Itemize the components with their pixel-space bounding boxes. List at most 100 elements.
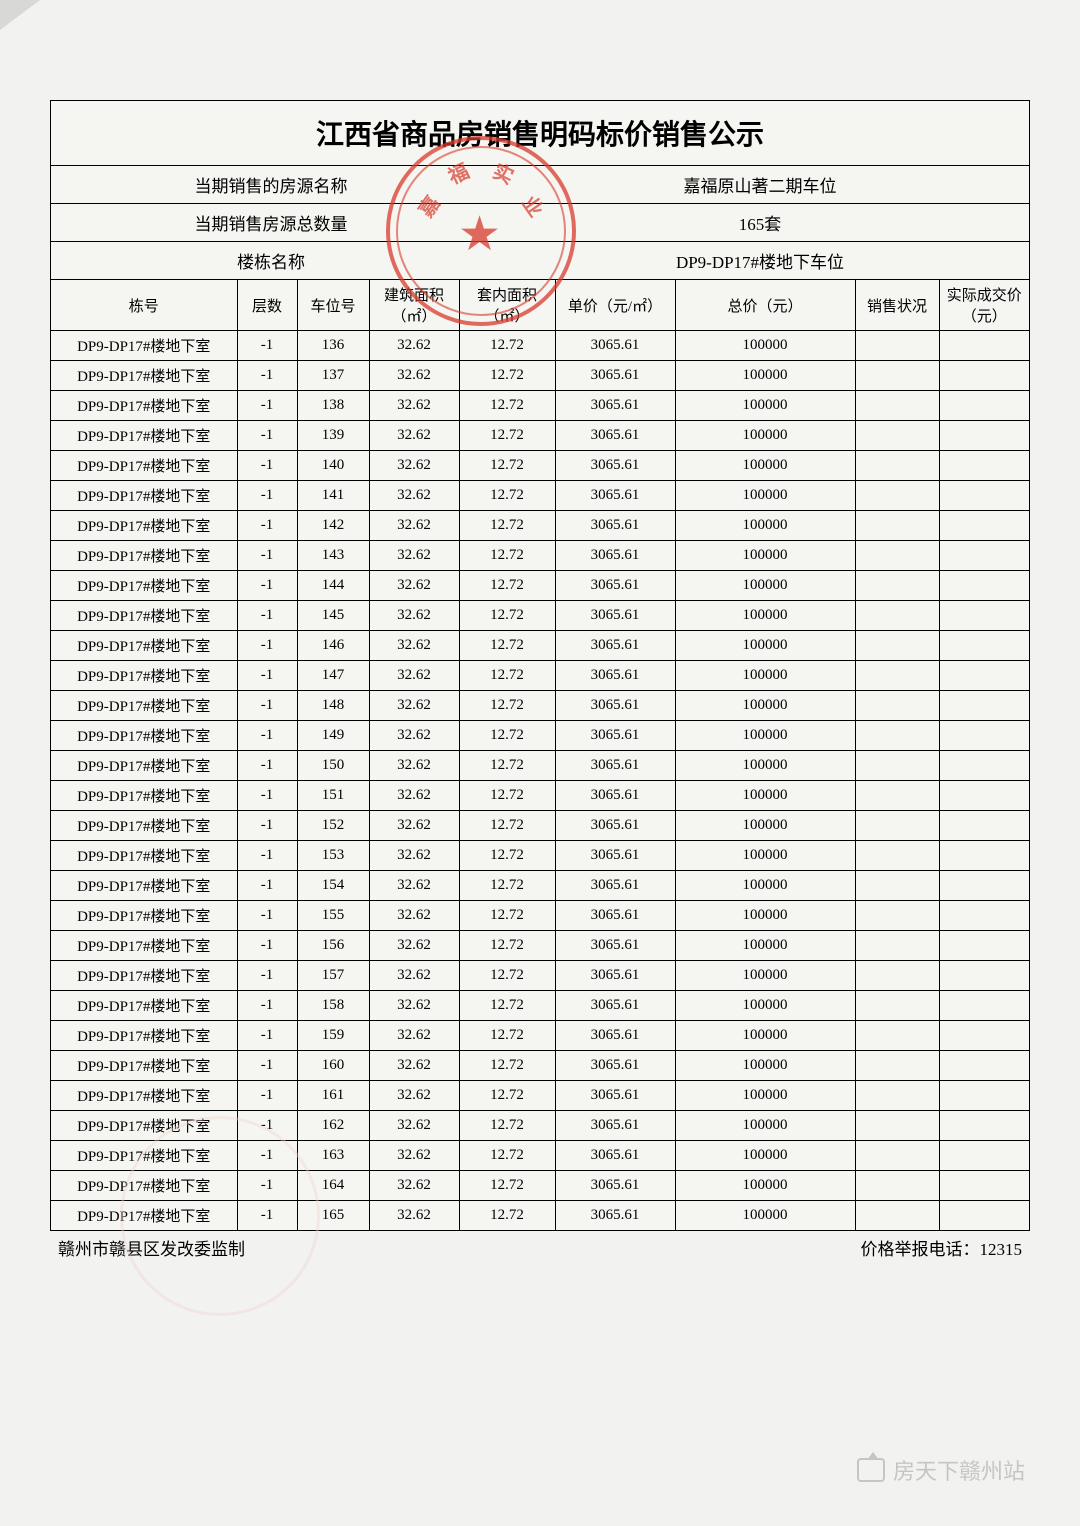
cell-inner-area: 12.72 (459, 421, 555, 451)
cell-total-price: 100000 (675, 1141, 855, 1171)
cell-status (855, 421, 939, 451)
cell-building: DP9-DP17#楼地下室 (51, 331, 237, 361)
cell-unit-price: 3065.61 (555, 511, 675, 541)
cell-total-price: 100000 (675, 961, 855, 991)
cell-parking-no: 163 (297, 1141, 369, 1171)
cell-floor: -1 (237, 391, 297, 421)
cell-total-price: 100000 (675, 931, 855, 961)
cell-inner-area: 12.72 (459, 991, 555, 1021)
cell-floor: -1 (237, 841, 297, 871)
cell-building: DP9-DP17#楼地下室 (51, 841, 237, 871)
cell-floor: -1 (237, 781, 297, 811)
table-row: DP9-DP17#楼地下室-115932.6212.723065.6110000… (51, 1021, 1029, 1051)
cell-inner-area: 12.72 (459, 1171, 555, 1201)
cell-building: DP9-DP17#楼地下室 (51, 751, 237, 781)
table-row: DP9-DP17#楼地下室-115332.6212.723065.6110000… (51, 841, 1029, 871)
cell-building: DP9-DP17#楼地下室 (51, 1051, 237, 1081)
cell-total-price: 100000 (675, 691, 855, 721)
cell-unit-price: 3065.61 (555, 691, 675, 721)
cell-total-price: 100000 (675, 601, 855, 631)
cell-inner-area: 12.72 (459, 961, 555, 991)
table-row: DP9-DP17#楼地下室-115832.6212.723065.6110000… (51, 991, 1029, 1021)
cell-building: DP9-DP17#楼地下室 (51, 511, 237, 541)
cell-total-price: 100000 (675, 1111, 855, 1141)
cell-total-price: 100000 (675, 481, 855, 511)
cell-unit-price: 3065.61 (555, 751, 675, 781)
cell-total-price: 100000 (675, 751, 855, 781)
cell-build-area: 32.62 (369, 1141, 459, 1171)
cell-floor: -1 (237, 721, 297, 751)
cell-actual-price (939, 781, 1029, 811)
cell-parking-no: 150 (297, 751, 369, 781)
cell-status (855, 1081, 939, 1111)
cell-unit-price: 3065.61 (555, 661, 675, 691)
cell-unit-price: 3065.61 (555, 961, 675, 991)
cell-unit-price: 3065.61 (555, 1171, 675, 1201)
cell-inner-area: 12.72 (459, 1051, 555, 1081)
cell-total-price: 100000 (675, 841, 855, 871)
table-row: DP9-DP17#楼地下室-114432.6212.723065.6110000… (51, 571, 1029, 601)
col-status: 销售状况 (855, 280, 939, 331)
cell-actual-price (939, 631, 1029, 661)
cell-unit-price: 3065.61 (555, 721, 675, 751)
cell-unit-price: 3065.61 (555, 781, 675, 811)
cell-unit-price: 3065.61 (555, 601, 675, 631)
cell-building: DP9-DP17#楼地下室 (51, 811, 237, 841)
cell-actual-price (939, 1141, 1029, 1171)
cell-total-price: 100000 (675, 1201, 855, 1231)
cell-unit-price: 3065.61 (555, 1081, 675, 1111)
col-unit-price: 单价（元/㎡） (555, 280, 675, 331)
cell-parking-no: 142 (297, 511, 369, 541)
cell-unit-price: 3065.61 (555, 331, 675, 361)
table-row: DP9-DP17#楼地下室-115532.6212.723065.6110000… (51, 901, 1029, 931)
cell-building: DP9-DP17#楼地下室 (51, 571, 237, 601)
cell-inner-area: 12.72 (459, 931, 555, 961)
cell-inner-area: 12.72 (459, 361, 555, 391)
cell-actual-price (939, 511, 1029, 541)
cell-status (855, 931, 939, 961)
cell-unit-price: 3065.61 (555, 1111, 675, 1141)
cell-inner-area: 12.72 (459, 331, 555, 361)
cell-total-price: 100000 (675, 781, 855, 811)
cell-floor: -1 (237, 601, 297, 631)
cell-inner-area: 12.72 (459, 901, 555, 931)
table-row: DP9-DP17#楼地下室-115432.6212.723065.6110000… (51, 871, 1029, 901)
cell-parking-no: 140 (297, 451, 369, 481)
cell-actual-price (939, 451, 1029, 481)
document-title: 江西省商品房销售明码标价销售公示 (51, 101, 1029, 166)
cell-actual-price (939, 901, 1029, 931)
col-parking-no: 车位号 (297, 280, 369, 331)
cell-build-area: 32.62 (369, 391, 459, 421)
cell-build-area: 32.62 (369, 931, 459, 961)
cell-status (855, 601, 939, 631)
cell-floor: -1 (237, 331, 297, 361)
cell-parking-no: 145 (297, 601, 369, 631)
cell-build-area: 32.62 (369, 601, 459, 631)
cell-parking-no: 158 (297, 991, 369, 1021)
cell-floor: -1 (237, 1051, 297, 1081)
table-row: DP9-DP17#楼地下室-115032.6212.723065.6110000… (51, 751, 1029, 781)
cell-parking-no: 137 (297, 361, 369, 391)
cell-build-area: 32.62 (369, 691, 459, 721)
cell-parking-no: 136 (297, 331, 369, 361)
cell-status (855, 901, 939, 931)
cell-status (855, 841, 939, 871)
cell-build-area: 32.62 (369, 961, 459, 991)
table-row: DP9-DP17#楼地下室-113832.6212.723065.6110000… (51, 391, 1029, 421)
cell-unit-price: 3065.61 (555, 541, 675, 571)
cell-floor: -1 (237, 751, 297, 781)
cell-building: DP9-DP17#楼地下室 (51, 601, 237, 631)
cell-build-area: 32.62 (369, 1081, 459, 1111)
cell-total-price: 100000 (675, 1171, 855, 1201)
cell-floor: -1 (237, 961, 297, 991)
cell-total-price: 100000 (675, 1081, 855, 1111)
cell-inner-area: 12.72 (459, 841, 555, 871)
cell-floor: -1 (237, 451, 297, 481)
cell-parking-no: 146 (297, 631, 369, 661)
cell-actual-price (939, 721, 1029, 751)
cell-inner-area: 12.72 (459, 1111, 555, 1141)
cell-unit-price: 3065.61 (555, 1201, 675, 1231)
cell-status (855, 871, 939, 901)
cell-build-area: 32.62 (369, 901, 459, 931)
page-fold-decoration (0, 0, 40, 30)
